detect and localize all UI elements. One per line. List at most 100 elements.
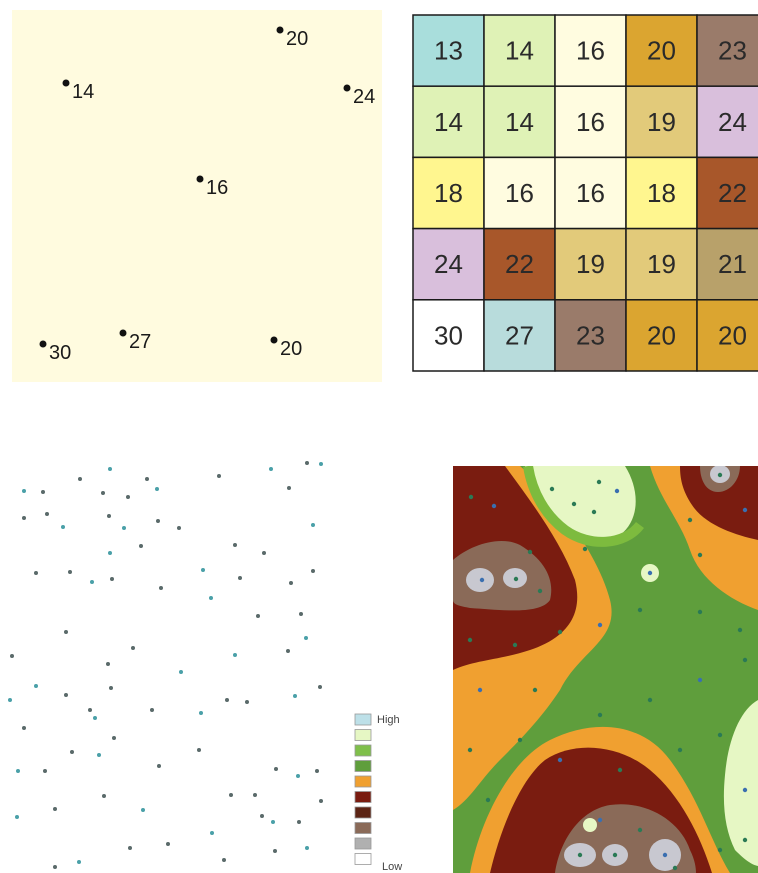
sample-point: [68, 570, 72, 574]
grid-cell-value: 30: [434, 320, 463, 350]
sample-point: [269, 467, 273, 471]
sample-point: [197, 748, 201, 752]
grid-cell-value: 20: [647, 36, 676, 66]
surface-sample-point: [549, 486, 555, 492]
surface-sample-point: [557, 629, 563, 635]
sample-point: [271, 820, 275, 824]
surface-sample-point: [662, 852, 668, 858]
surface-sample-point: [537, 588, 543, 594]
sample-point: [8, 698, 12, 702]
sample-point: [131, 646, 135, 650]
surface-sample-point: [597, 622, 603, 628]
grid-cell: [696, 85, 758, 159]
grid-cell-value: 19: [647, 249, 676, 279]
surface-sample-point: [717, 472, 723, 478]
sample-point: [64, 693, 68, 697]
grid-cell-value: 16: [576, 107, 605, 137]
legend-swatch: [354, 713, 372, 726]
surface-light-green-right: [723, 700, 758, 866]
sample-point: [199, 711, 203, 715]
grid-cell-value: 20: [647, 320, 676, 350]
sample-point-label: 24: [353, 86, 375, 108]
sample-point: [22, 726, 26, 730]
sample-point: [343, 84, 351, 92]
surface-sample-point: [517, 737, 523, 743]
surface-sample-point: [467, 747, 473, 753]
surface-sample-point: [577, 852, 583, 858]
grid-cell: [696, 299, 758, 372]
sample-point: [22, 516, 26, 520]
grid-cell: [483, 85, 556, 159]
sample-point: [311, 569, 315, 573]
sample-point: [253, 793, 257, 797]
sample-point: [318, 685, 322, 689]
sample-point: [315, 769, 319, 773]
interpolated-surface-panel: [453, 466, 758, 873]
sample-point: [262, 551, 266, 555]
grid-cell: [696, 156, 758, 230]
surface-sample-point: [697, 677, 703, 683]
sample-point: [179, 670, 183, 674]
sample-point: [128, 846, 132, 850]
grid-cell-value: 14: [505, 107, 534, 137]
grid-cell: [483, 299, 556, 372]
grid-cell-value: 16: [505, 178, 534, 208]
grid-cell-value: 27: [505, 320, 534, 350]
surface-sample-point: [742, 657, 748, 663]
surface-sample-point: [697, 552, 703, 558]
sample-point: [41, 490, 45, 494]
sample-point: [217, 474, 221, 478]
sample-point: [145, 477, 149, 481]
surface-dark-red-top-right: [680, 466, 758, 540]
surface-sample-point: [527, 549, 533, 555]
sample-point: [157, 764, 161, 768]
sample-point: [70, 750, 74, 754]
surface-sample-point: [637, 827, 643, 833]
surface-sample-point: [491, 503, 497, 509]
sample-point: [88, 708, 92, 712]
surface-sample-point: [672, 865, 678, 871]
surface-sample-point: [597, 712, 603, 718]
surface-sample-point: [485, 797, 491, 803]
grid-cell: [554, 156, 627, 230]
sample-point: [64, 630, 68, 634]
sample-point-label: 16: [206, 177, 228, 199]
grid-cell: [483, 14, 556, 87]
surface-sample-point: [742, 787, 748, 793]
sample-point: [22, 489, 26, 493]
grid-cell: [625, 227, 698, 301]
sample-point: [276, 26, 284, 34]
sample-point: [78, 477, 82, 481]
grid-cell-value: 19: [576, 249, 605, 279]
grid-cell-value: 24: [434, 249, 463, 279]
surface-sample-point: [582, 546, 588, 552]
grid-cell-value: 13: [434, 36, 463, 66]
sample-point: [45, 512, 49, 516]
grid-cell: [412, 14, 485, 87]
sample-point: [209, 596, 213, 600]
sample-points-panel: 20 14 24 16 27 30 20: [12, 10, 382, 382]
legend-swatch: [354, 822, 372, 834]
surface-sample-point: [637, 607, 643, 613]
sample-point: [15, 815, 19, 819]
surface-sample-point: [596, 479, 602, 485]
legend-swatch: [354, 791, 372, 803]
sample-point: [102, 794, 106, 798]
sample-point: [16, 769, 20, 773]
sample-point: [90, 580, 94, 584]
sample-point: [107, 514, 111, 518]
surface-sample-point: [614, 488, 620, 494]
sample-point: [297, 820, 301, 824]
sample-point: [274, 767, 278, 771]
sample-point: [109, 686, 113, 690]
surface-peak-ring-2: [583, 818, 597, 832]
surface-sample-point: [512, 642, 518, 648]
sample-point: [260, 814, 264, 818]
surface-sample-point: [717, 847, 723, 853]
sample-point: [293, 694, 297, 698]
legend-swatch: [354, 806, 372, 819]
sample-point: [289, 581, 293, 585]
sample-point: [39, 340, 47, 348]
surface-sample-point: [742, 837, 748, 843]
grid-cell-value: 18: [647, 178, 676, 208]
